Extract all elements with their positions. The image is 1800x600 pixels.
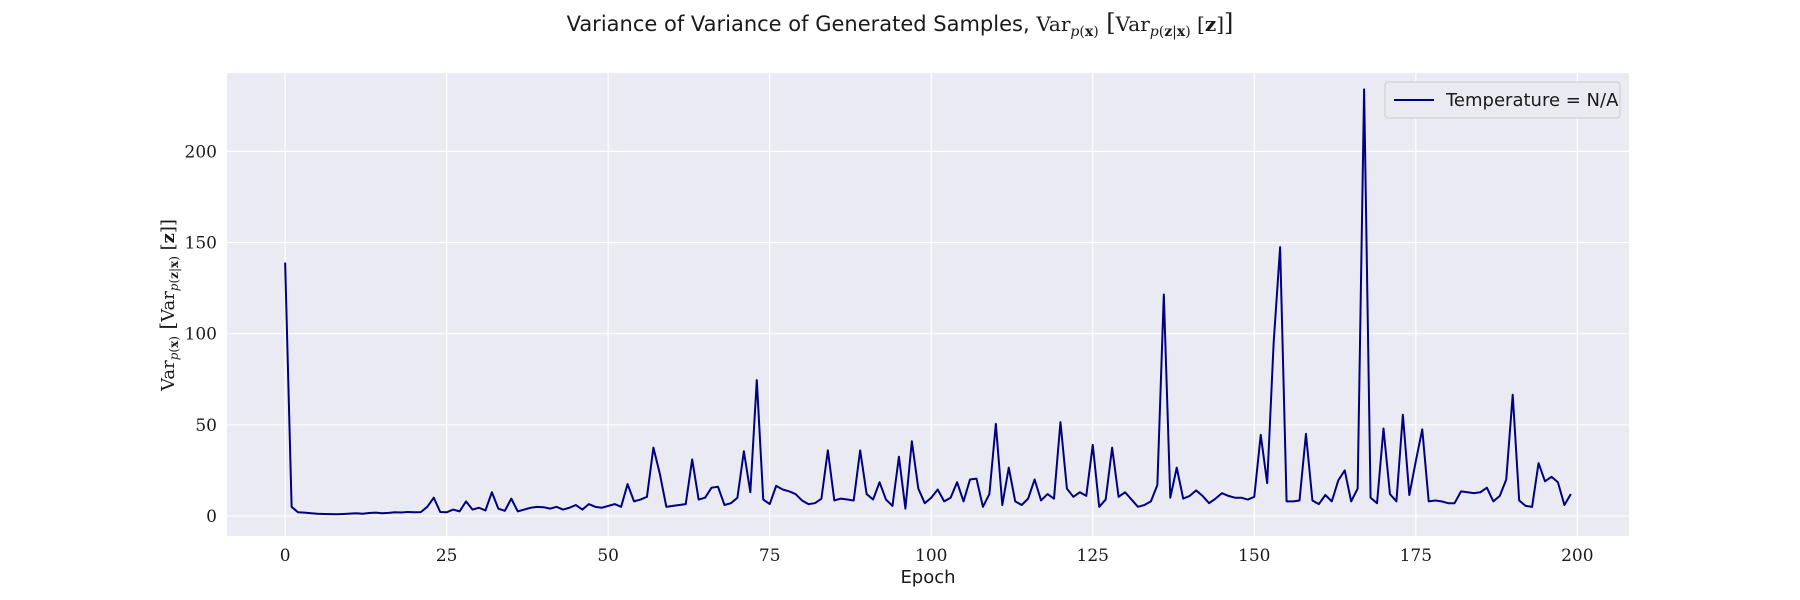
x-tick-label: 0 bbox=[280, 546, 291, 566]
y-tick-labels: 0 50 100 150 200 bbox=[185, 142, 217, 527]
y-tick-label: 150 bbox=[185, 234, 217, 254]
x-tick-label: 175 bbox=[1400, 546, 1432, 566]
plot-area bbox=[227, 73, 1629, 536]
x-tick-label: 150 bbox=[1238, 546, 1270, 566]
series-line bbox=[284, 88, 1572, 516]
y-tick-label: 200 bbox=[185, 142, 217, 162]
legend-box bbox=[1384, 81, 1621, 119]
x-tick-label: 25 bbox=[436, 546, 458, 566]
y-axis-label: Varp(x) [Varp(z|x) [z]] bbox=[155, 219, 181, 392]
x-tick-label: 100 bbox=[915, 546, 947, 566]
legend: Temperature = N/A bbox=[1384, 81, 1621, 119]
chart-title: Variance of Variance of Generated Sample… bbox=[567, 9, 1234, 40]
x-tick-label: 125 bbox=[1077, 546, 1109, 566]
x-tick-label: 50 bbox=[597, 546, 619, 566]
x-tick-label: 200 bbox=[1561, 546, 1593, 566]
x-axis-label: Epoch bbox=[900, 567, 955, 588]
grid bbox=[227, 73, 1629, 536]
y-tick-label: 50 bbox=[195, 416, 217, 436]
chart-title-text: Variance of Variance of Generated Sample… bbox=[567, 12, 1037, 36]
series-group bbox=[284, 88, 1572, 516]
x-tick-labels: 0 25 50 75 100 125 150 175 200 bbox=[280, 546, 1594, 566]
y-tick-label: 0 bbox=[206, 507, 217, 527]
chart-title-math: Varp(x) [Varp(z|x) [z]] bbox=[1035, 9, 1233, 40]
y-tick-label: 100 bbox=[185, 325, 217, 345]
x-tick-label: 75 bbox=[759, 546, 781, 566]
legend-label: Temperature = N/A bbox=[1445, 90, 1619, 111]
